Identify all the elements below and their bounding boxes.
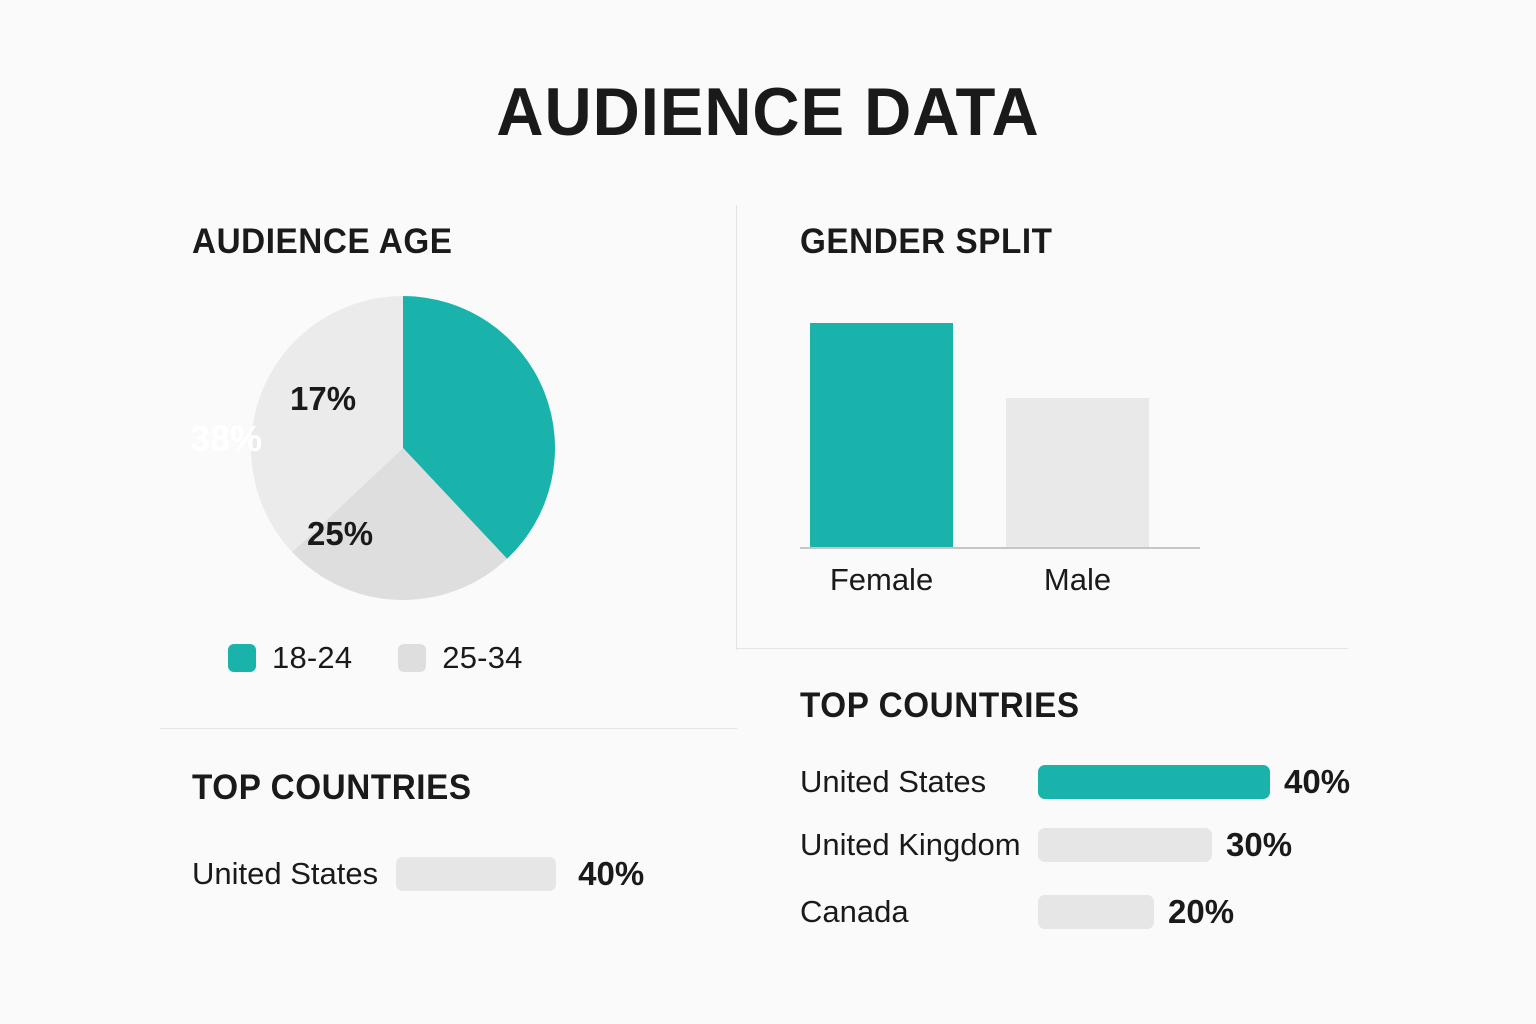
- bar-category-label-female: Female: [829, 562, 934, 597]
- divider-left-horizontal: [160, 728, 737, 729]
- country-progress-bar: [1038, 828, 1212, 862]
- bar-rect: [1006, 397, 1149, 548]
- legend-label: 18-24: [272, 640, 353, 675]
- pie-chart-audience-age: [251, 296, 555, 600]
- pie-slice: [292, 448, 508, 600]
- country-progress-bar: [1038, 895, 1154, 929]
- divider-vertical: [736, 205, 737, 650]
- country-percentage: 40%: [578, 855, 645, 892]
- divider-right-horizontal: [737, 648, 1348, 649]
- legend-item: 18-24: [228, 640, 352, 676]
- page-title: AUDIENCE DATA: [496, 74, 1040, 150]
- country-row: United States 40%: [192, 852, 644, 896]
- bar-category-label-male: Male: [1043, 562, 1112, 597]
- country-percentage: 30%: [1226, 826, 1293, 863]
- bar-chart-baseline-axis: [800, 547, 1200, 549]
- bar-column: [1006, 397, 1149, 548]
- pie-slice-label-0: 38%: [190, 418, 263, 459]
- pie-slice: [251, 401, 403, 553]
- bar-chart-gender-split: [800, 300, 1200, 548]
- legend-color-swatch: [228, 644, 256, 672]
- section-heading-top-countries-left: TOP COUNTRIES: [192, 768, 472, 807]
- country-name: United States: [192, 856, 379, 891]
- section-heading-gender-split: GENDER SPLIT: [800, 222, 1053, 261]
- country-progress-bar: [1038, 765, 1270, 799]
- country-name: United States: [800, 764, 987, 799]
- pie-slice: [403, 296, 555, 559]
- country-name: United Kingdom: [800, 827, 1021, 862]
- pie-slice-label-1: 25%: [307, 515, 374, 552]
- pie-chart-legend: 18-24 25-34: [228, 640, 523, 676]
- country-name: Canada: [800, 894, 909, 929]
- country-progress-bar: [396, 857, 557, 891]
- pie-slice: [258, 296, 403, 448]
- section-heading-audience-age: AUDIENCE AGE: [192, 222, 453, 261]
- legend-item: 25-34: [398, 640, 522, 676]
- pie-slice-label-2: 17%: [290, 380, 357, 417]
- legend-color-swatch: [398, 644, 427, 672]
- country-percentage: 40%: [1284, 763, 1351, 800]
- section-heading-top-countries-right: TOP COUNTRIES: [800, 686, 1080, 725]
- pie-chart-svg: [251, 296, 555, 600]
- country-row: United Kingdom 30%: [800, 823, 1292, 867]
- bar-rect: [810, 322, 953, 548]
- country-row: Canada 20%: [800, 890, 1234, 934]
- country-row: United States 40%: [800, 760, 1350, 804]
- country-percentage: 20%: [1168, 893, 1235, 930]
- bar-column: [810, 322, 953, 548]
- legend-label: 25-34: [442, 640, 523, 675]
